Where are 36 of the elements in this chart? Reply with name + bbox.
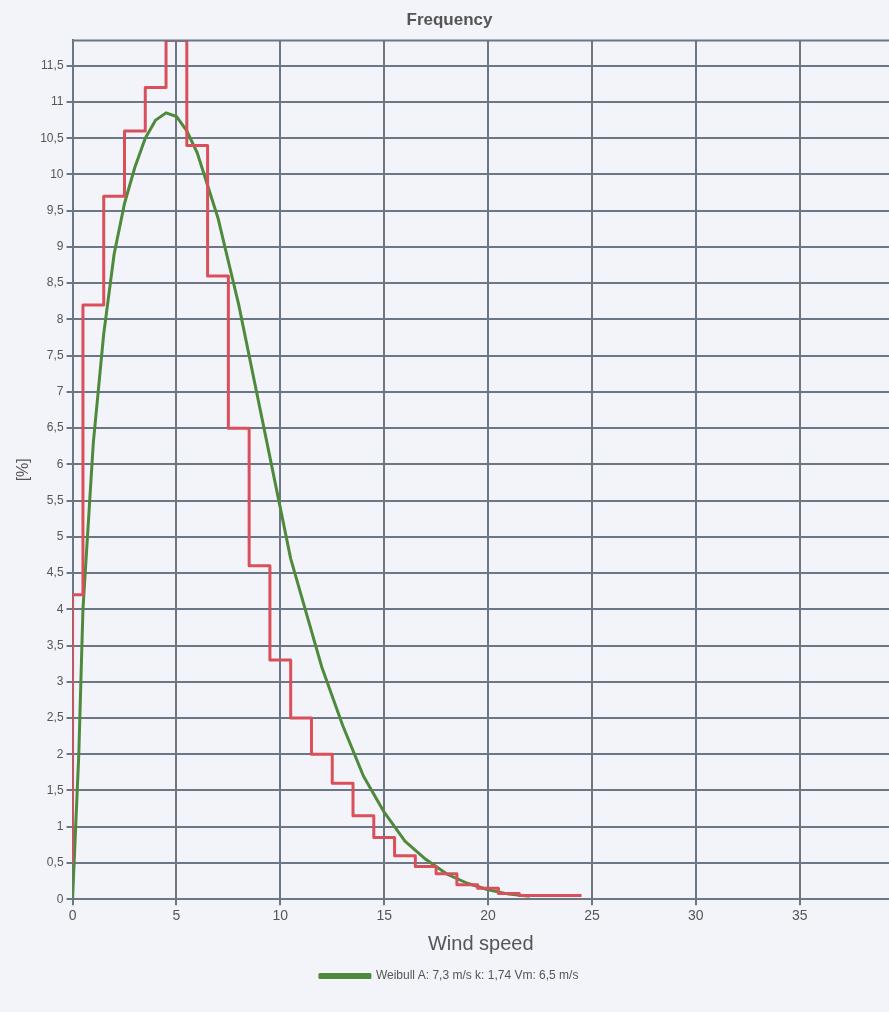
y-tick-label: 8 (56, 311, 64, 326)
y-axis-title: [%] (14, 458, 32, 482)
x-axis-title: Wind speed (427, 931, 534, 954)
y-tick-label: 11 (51, 94, 64, 109)
x-tick-label: 35 (791, 907, 808, 924)
chart-title: Frequency (406, 9, 494, 29)
y-tick-label: 9,5 (46, 203, 64, 218)
x-tick-label: 0 (68, 907, 77, 924)
x-tick-label: 30 (688, 907, 704, 924)
y-tick-label: 6 (56, 456, 64, 471)
y-tick-label: 10,5 (40, 130, 64, 145)
y-tick-label: 9 (56, 239, 64, 254)
y-tick-label: 3,5 (46, 637, 64, 652)
y-tick-label: 7 (56, 384, 64, 399)
x-tick-label: 25 (584, 907, 600, 924)
y-tick-label: 7,5 (46, 347, 64, 362)
y-tick-label: 1,5 (46, 782, 64, 797)
y-tick-label: 2,5 (46, 710, 64, 725)
y-tick-label: 1 (56, 819, 64, 834)
y-tick-label: 4 (56, 601, 64, 616)
y-tick-label: 6,5 (46, 420, 64, 435)
x-tick-label: 5 (172, 907, 181, 924)
y-tick-label: 3 (56, 674, 64, 689)
x-tick-label: 20 (480, 907, 497, 924)
y-tick-label: 0 (56, 891, 64, 906)
y-tick-label: 8,5 (46, 275, 64, 290)
x-tick-label: 15 (376, 907, 393, 924)
y-tick-label: 2 (56, 746, 64, 761)
x-tick-label: 10 (272, 907, 289, 924)
legend-label: Weibull A: 7,3 m/s k: 1,74 Vm: 6,5 m/s (375, 968, 579, 983)
y-tick-label: 4,5 (46, 565, 64, 580)
y-tick-label: 11,5 (41, 58, 64, 73)
y-tick-label: 5 (56, 529, 64, 544)
y-tick-label: 0,5 (46, 855, 64, 870)
y-tick-label: 5,5 (46, 492, 64, 507)
y-tick-label: 10 (50, 166, 64, 181)
